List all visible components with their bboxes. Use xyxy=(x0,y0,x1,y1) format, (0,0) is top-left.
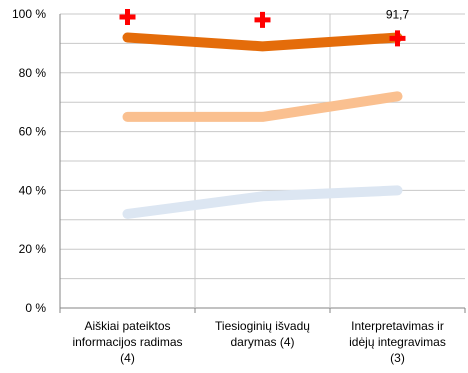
category-label: Aiškiai pateiktos informacijos radimas (4) xyxy=(72,319,182,365)
category-labels: Aiškiai pateiktos informacijos radimas (4)… xyxy=(72,319,445,365)
series-line-3 xyxy=(122,185,403,219)
category-label-line: informacijos radimas xyxy=(72,335,182,349)
category-label: Interpretavimas ir idėjų integravimas (3) xyxy=(349,319,446,365)
category-label-line: darymas (4) xyxy=(230,335,294,349)
series-lines xyxy=(122,32,403,219)
y-tick-label: 80 % xyxy=(19,66,47,80)
cross-marker xyxy=(254,11,271,28)
category-label-line: Tiesioginių išvadų xyxy=(215,319,310,333)
category-label-line: Aiškiai pateiktos xyxy=(84,319,170,333)
y-tick-label: 0 % xyxy=(25,301,46,315)
data-label: 91,7 xyxy=(386,7,410,21)
gridlines xyxy=(60,13,465,309)
category-label-line: idėjų integravimas xyxy=(349,335,446,349)
data-labels: 91,7 xyxy=(386,7,410,21)
y-tick-labels: 0 % 20 % 40 % 60 % 80 % 100 % xyxy=(12,7,46,315)
series-line-2 xyxy=(122,91,403,122)
y-tick-label: 20 % xyxy=(19,242,47,256)
axes xyxy=(59,14,466,313)
category-label-line: (4) xyxy=(120,351,135,365)
category-label: Tiesioginių išvadų darymas (4) xyxy=(215,319,310,349)
category-label-line: (3) xyxy=(390,351,405,365)
cross-marker xyxy=(119,8,136,25)
series-line-1 xyxy=(122,32,403,52)
cross-markers xyxy=(119,8,406,47)
y-tick-label: 40 % xyxy=(19,183,47,197)
y-tick-label: 60 % xyxy=(19,125,47,139)
cross-marker xyxy=(389,30,406,47)
y-tick-label: 100 % xyxy=(12,7,46,21)
category-label-line: Interpretavimas ir xyxy=(351,319,444,333)
